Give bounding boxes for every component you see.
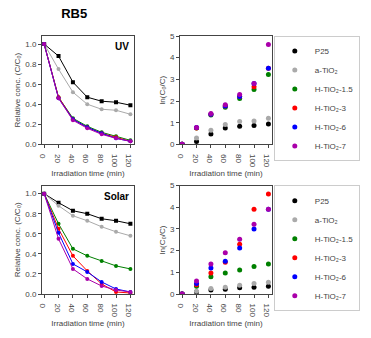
svg-text:1.0: 1.0 bbox=[25, 40, 37, 49]
svg-text:ln(C₀/C): ln(C₀/C) bbox=[158, 225, 167, 254]
svg-text:0.6: 0.6 bbox=[25, 80, 37, 89]
svg-text:1.0: 1.0 bbox=[25, 189, 37, 198]
svg-text:40: 40 bbox=[67, 154, 76, 163]
svg-text:RB5: RB5 bbox=[61, 6, 87, 21]
svg-text:0: 0 bbox=[170, 140, 175, 149]
svg-text:0: 0 bbox=[176, 304, 185, 309]
svg-text:0.4: 0.4 bbox=[25, 100, 37, 109]
svg-text:P25: P25 bbox=[315, 47, 330, 56]
svg-text:H-TiO₂-6: H-TiO₂-6 bbox=[315, 273, 347, 282]
svg-text:3: 3 bbox=[170, 225, 175, 234]
svg-text:2: 2 bbox=[170, 97, 175, 106]
svg-text:100: 100 bbox=[110, 304, 119, 318]
svg-text:20: 20 bbox=[191, 304, 200, 313]
svg-text:H-TiO₂-7: H-TiO₂-7 bbox=[315, 142, 347, 151]
svg-text:120: 120 bbox=[124, 154, 133, 168]
svg-text:0: 0 bbox=[38, 154, 47, 159]
svg-text:Irradiation time (min): Irradiation time (min) bbox=[51, 169, 125, 178]
svg-text:H-TiO₂-7: H-TiO₂-7 bbox=[315, 292, 347, 301]
svg-text:Solar: Solar bbox=[104, 191, 129, 202]
svg-text:P25: P25 bbox=[315, 197, 330, 206]
svg-text:5: 5 bbox=[170, 32, 175, 41]
svg-text:0.0: 0.0 bbox=[25, 140, 37, 149]
svg-text:Irradiation time (min): Irradiation time (min) bbox=[51, 319, 125, 328]
svg-text:Relative conc. (C/C₀): Relative conc. (C/C₀) bbox=[13, 52, 22, 127]
svg-text:a-TiO₂: a-TiO₂ bbox=[315, 216, 338, 225]
svg-text:80: 80 bbox=[234, 154, 243, 163]
svg-text:H-TiO₂-3: H-TiO₂-3 bbox=[315, 254, 347, 263]
svg-text:40: 40 bbox=[205, 154, 214, 163]
svg-text:0: 0 bbox=[176, 154, 185, 159]
svg-text:100: 100 bbox=[110, 154, 119, 168]
svg-text:60: 60 bbox=[81, 304, 90, 313]
svg-text:80: 80 bbox=[96, 304, 105, 313]
svg-text:0: 0 bbox=[38, 304, 47, 309]
svg-text:4: 4 bbox=[170, 203, 175, 212]
svg-text:100: 100 bbox=[248, 304, 257, 318]
svg-text:4: 4 bbox=[170, 53, 175, 62]
svg-text:80: 80 bbox=[234, 304, 243, 313]
svg-text:60: 60 bbox=[219, 154, 228, 163]
svg-text:H-TiO₂-3: H-TiO₂-3 bbox=[315, 104, 347, 113]
svg-text:1: 1 bbox=[170, 268, 175, 277]
svg-text:40: 40 bbox=[205, 304, 214, 313]
svg-text:100: 100 bbox=[248, 154, 257, 168]
svg-text:a-TiO₂: a-TiO₂ bbox=[315, 66, 338, 75]
svg-text:UV: UV bbox=[115, 41, 129, 52]
svg-text:ln(C₀/C): ln(C₀/C) bbox=[158, 76, 167, 105]
svg-text:H-TiO₂-1.5: H-TiO₂-1.5 bbox=[315, 85, 353, 94]
svg-text:120: 120 bbox=[262, 304, 271, 318]
svg-text:0.2: 0.2 bbox=[25, 270, 37, 279]
svg-text:0.6: 0.6 bbox=[25, 230, 37, 239]
svg-text:80: 80 bbox=[96, 154, 105, 163]
svg-text:0.8: 0.8 bbox=[25, 210, 37, 219]
svg-text:20: 20 bbox=[53, 154, 62, 163]
svg-text:120: 120 bbox=[124, 304, 133, 318]
svg-text:H-TiO₂-1.5: H-TiO₂-1.5 bbox=[315, 235, 353, 244]
svg-text:3: 3 bbox=[170, 75, 175, 84]
svg-text:60: 60 bbox=[81, 154, 90, 163]
svg-text:2: 2 bbox=[170, 246, 175, 255]
svg-text:0: 0 bbox=[170, 290, 175, 299]
svg-text:Irradiation time (min): Irradiation time (min) bbox=[189, 319, 263, 328]
svg-text:0.4: 0.4 bbox=[25, 250, 37, 259]
svg-text:0.2: 0.2 bbox=[25, 120, 37, 129]
svg-text:H-TiO₂-6: H-TiO₂-6 bbox=[315, 123, 347, 132]
svg-text:0.8: 0.8 bbox=[25, 60, 37, 69]
svg-text:20: 20 bbox=[191, 154, 200, 163]
svg-text:20: 20 bbox=[53, 304, 62, 313]
svg-text:Relative conc. (C/C₀): Relative conc. (C/C₀) bbox=[13, 202, 22, 277]
svg-text:120: 120 bbox=[262, 154, 271, 168]
svg-text:0.0: 0.0 bbox=[25, 290, 37, 299]
svg-text:1: 1 bbox=[170, 118, 175, 127]
svg-text:60: 60 bbox=[219, 304, 228, 313]
svg-text:40: 40 bbox=[67, 304, 76, 313]
svg-text:Irradiation time (min): Irradiation time (min) bbox=[189, 169, 263, 178]
svg-text:5: 5 bbox=[170, 181, 175, 190]
